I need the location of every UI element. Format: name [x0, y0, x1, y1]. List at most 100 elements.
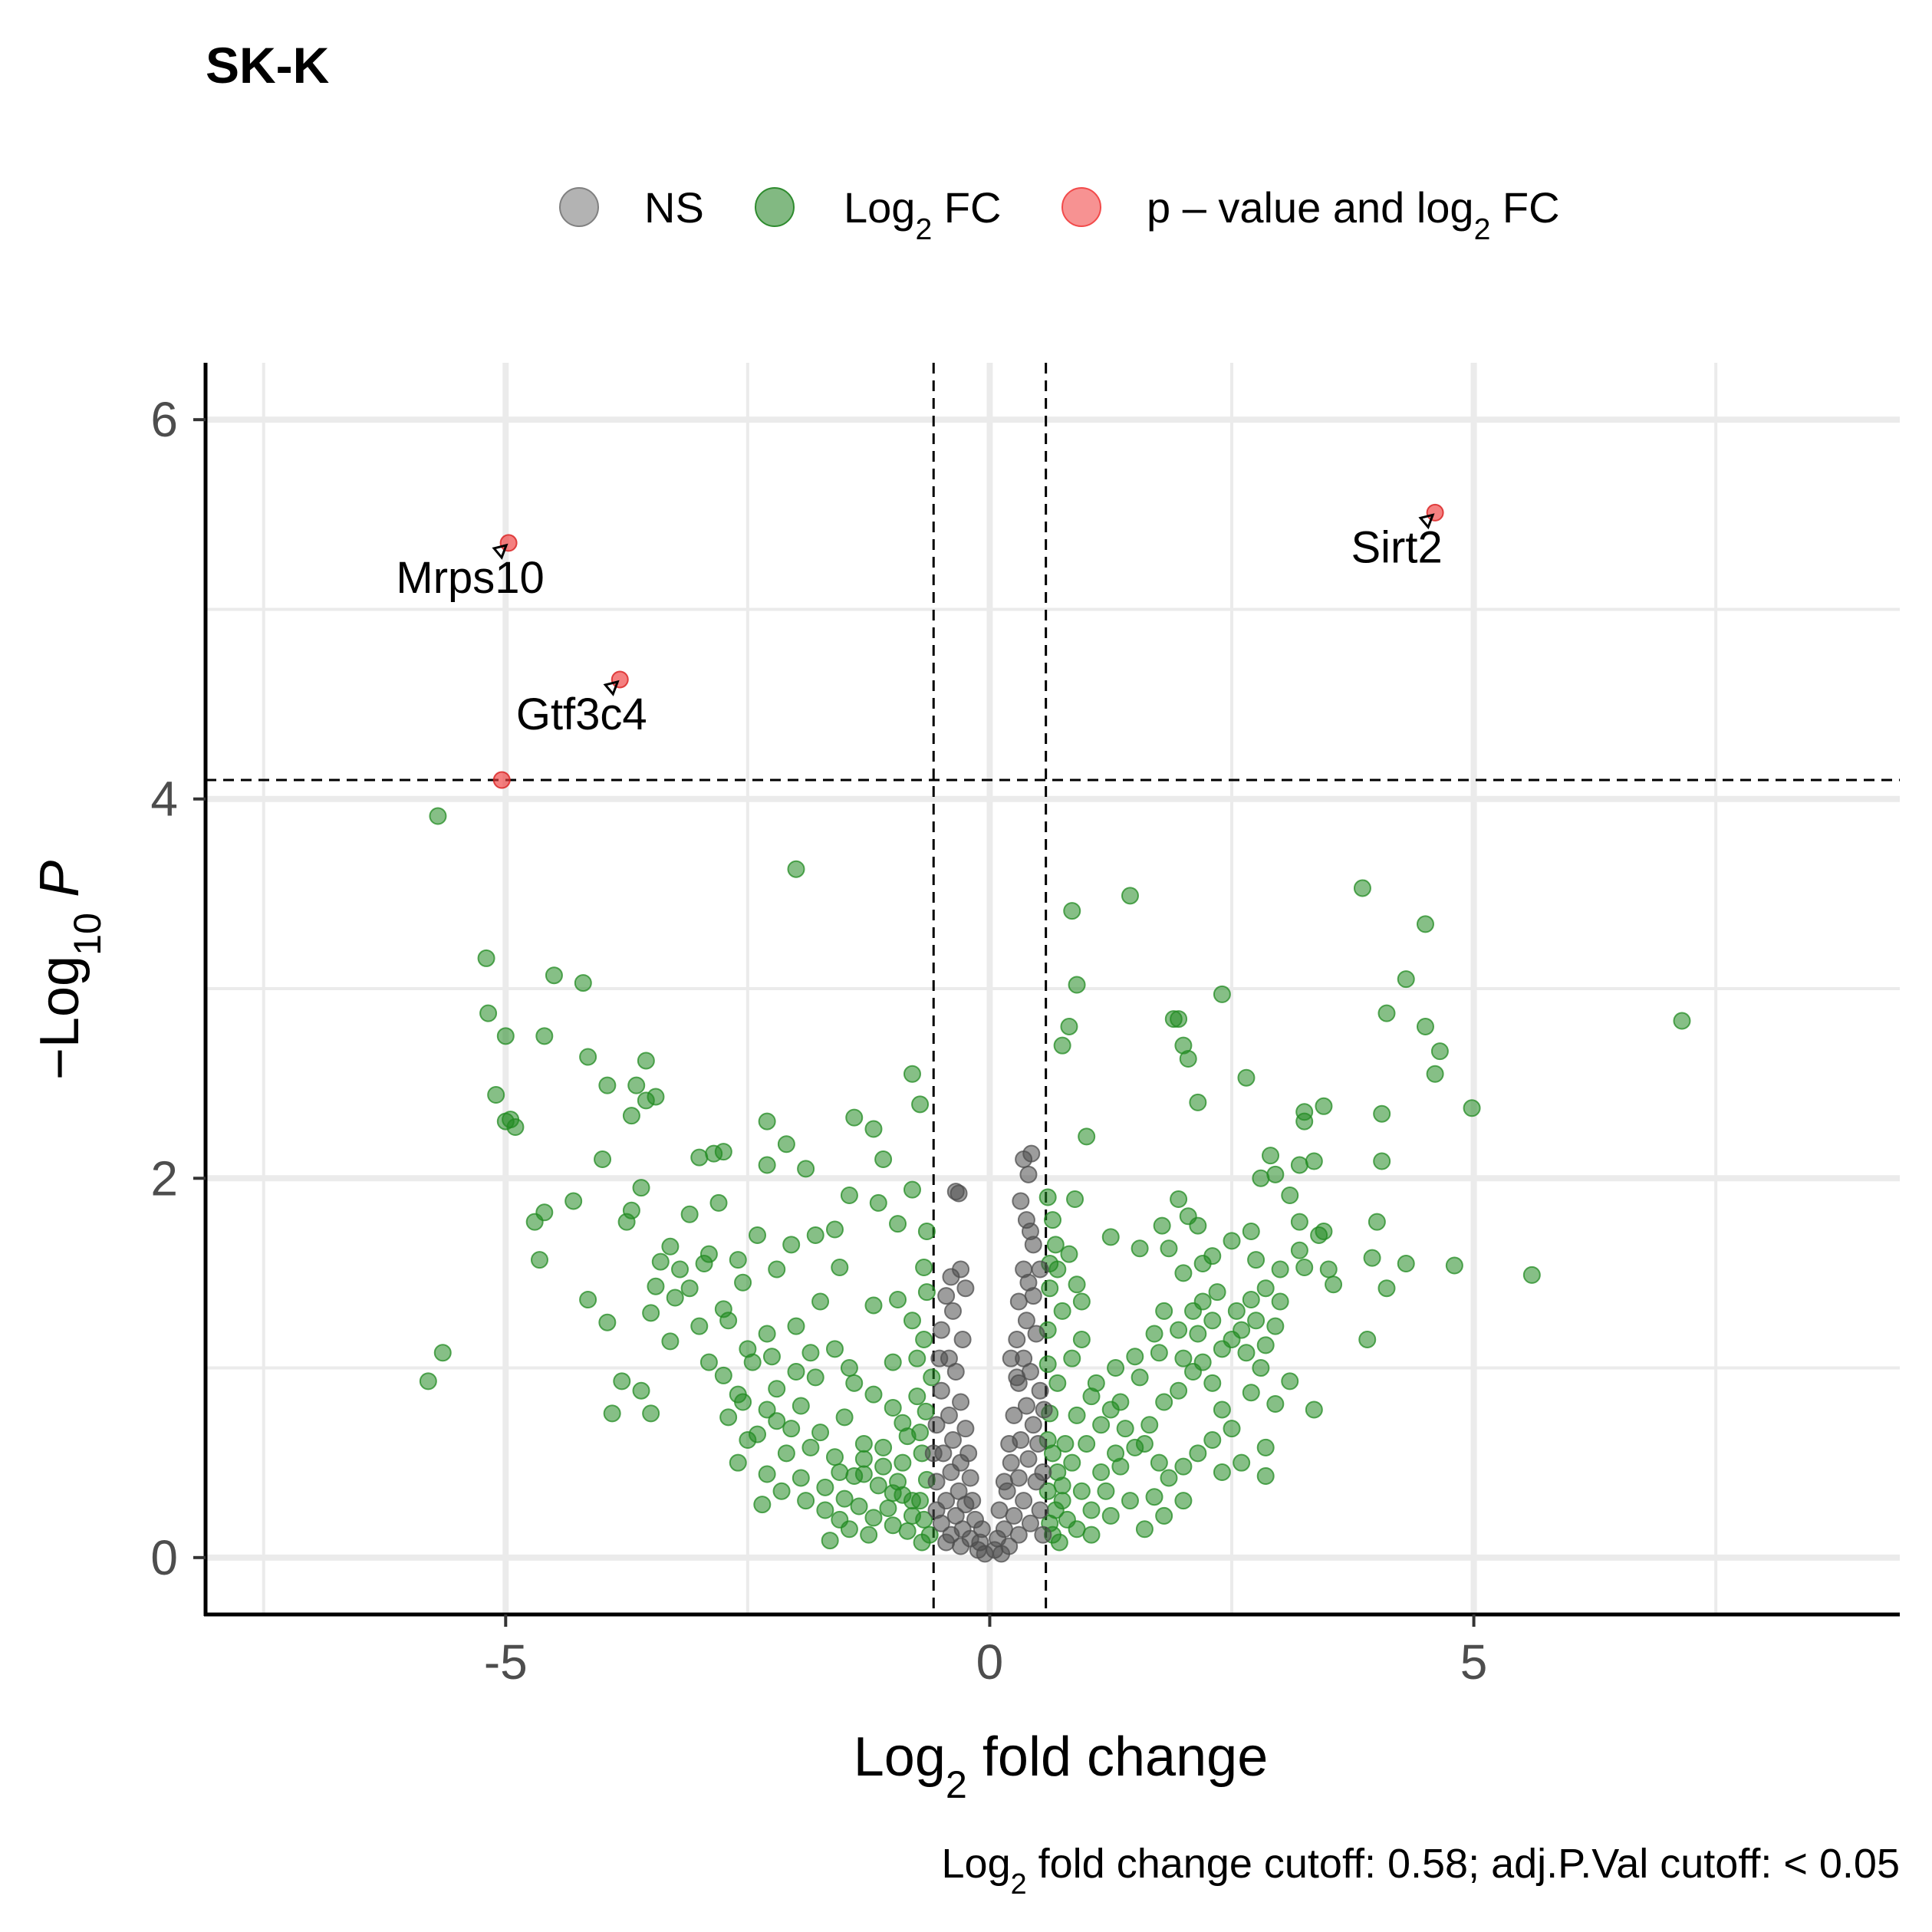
- fc-point: [1242, 1384, 1260, 1402]
- fc-points: [419, 807, 1691, 1552]
- fc-point: [1174, 1264, 1193, 1282]
- fc-point: [1213, 1340, 1231, 1358]
- fc-point: [854, 1450, 873, 1468]
- ns-point: [961, 1469, 979, 1487]
- fc-point: [1060, 1017, 1078, 1035]
- fc-point: [1203, 1247, 1222, 1266]
- fc-point: [1290, 1213, 1308, 1231]
- fc-point: [782, 1236, 801, 1254]
- fc-point: [874, 1457, 893, 1476]
- fc-point: [1063, 1349, 1081, 1368]
- fc-point: [729, 1251, 747, 1269]
- fc-point: [792, 1469, 810, 1487]
- fc-point: [1179, 1049, 1197, 1068]
- fc-point: [874, 1438, 893, 1456]
- ns-point: [952, 1393, 970, 1411]
- legend-label-ns: NS: [644, 183, 704, 232]
- fc-point: [1170, 1010, 1188, 1029]
- ns-point: [1012, 1192, 1030, 1210]
- legend-label-pfc: p – value and log2 FC: [1147, 183, 1560, 246]
- fc-point: [574, 974, 592, 992]
- fc-point: [1373, 1104, 1391, 1123]
- fc-point: [1281, 1372, 1299, 1391]
- fc-point: [908, 1387, 927, 1406]
- fc-point: [806, 1368, 824, 1387]
- fc-point: [758, 1156, 776, 1174]
- fc-point: [1430, 1042, 1449, 1061]
- gene-label: Sirt2: [1351, 522, 1442, 572]
- fc-point: [1092, 1463, 1111, 1482]
- fc-point: [579, 1048, 597, 1066]
- fc-point: [797, 1160, 815, 1178]
- fc-point: [535, 1203, 554, 1222]
- gene-label: Gtf3c4: [516, 690, 647, 739]
- fc-point: [690, 1148, 709, 1167]
- ns-point: [952, 1537, 970, 1555]
- axes: [203, 363, 1900, 1617]
- significant-point: [1426, 503, 1444, 522]
- fc-point: [632, 1381, 650, 1400]
- fc-point: [1315, 1223, 1333, 1241]
- fc-point: [894, 1453, 912, 1472]
- fc-point: [477, 949, 495, 967]
- ns-point: [943, 1431, 962, 1450]
- x-tick-label: -5: [484, 1634, 528, 1690]
- fc-point: [1072, 1330, 1091, 1348]
- fc-point: [821, 1532, 839, 1550]
- fc-point: [734, 1273, 752, 1292]
- ns-point: [927, 1501, 946, 1519]
- fc-point: [825, 1448, 844, 1466]
- ns-point: [1009, 1469, 1028, 1487]
- ns-point: [932, 1381, 950, 1400]
- fc-point: [530, 1251, 548, 1269]
- fc-point: [1053, 1036, 1071, 1055]
- fc-point: [1174, 1349, 1193, 1368]
- fc-point: [1377, 1004, 1396, 1022]
- fc-point: [1256, 1336, 1275, 1354]
- ns-point: [942, 1463, 960, 1482]
- fc-point: [1266, 1395, 1285, 1414]
- fc-point: [1373, 1152, 1391, 1170]
- significant-point: [499, 534, 518, 552]
- fc-point: [1140, 1416, 1159, 1434]
- ns-point: [1008, 1330, 1026, 1348]
- ns-point: [1009, 1526, 1028, 1544]
- fc-point: [1325, 1275, 1343, 1294]
- fc-point: [729, 1453, 747, 1472]
- fc-point: [1116, 1420, 1134, 1438]
- fc-point: [496, 1027, 515, 1045]
- fc-point: [579, 1291, 597, 1309]
- fc-point: [1208, 1283, 1226, 1302]
- fc-point: [1121, 887, 1139, 905]
- fc-point: [502, 1111, 520, 1129]
- fc-point: [879, 1499, 897, 1518]
- fc-point: [864, 1509, 883, 1527]
- ns-points: [924, 1144, 1053, 1563]
- fc-point: [1131, 1239, 1149, 1258]
- fc-point: [1237, 1344, 1256, 1362]
- fc-point: [1063, 902, 1081, 920]
- grid-lines: [206, 363, 1900, 1614]
- y-tick-label: 0: [150, 1530, 178, 1585]
- fc-point: [753, 1496, 772, 1514]
- ns-point: [1022, 1144, 1041, 1163]
- fc-point: [1053, 1302, 1071, 1320]
- ns-point: [927, 1416, 946, 1434]
- fc-point: [845, 1374, 864, 1392]
- ns-point: [924, 1444, 943, 1463]
- fc-point: [1107, 1359, 1125, 1377]
- ns-point: [963, 1492, 982, 1510]
- fc-point: [915, 1510, 933, 1529]
- fc-point: [1368, 1213, 1386, 1231]
- fc-point: [719, 1312, 738, 1330]
- fc-point: [690, 1317, 709, 1335]
- fc-point: [1170, 1381, 1188, 1400]
- fc-point: [884, 1484, 902, 1502]
- fc-point: [1353, 879, 1371, 897]
- fc-point: [913, 1533, 931, 1552]
- fc-point: [1101, 1506, 1120, 1525]
- fc-point: [613, 1372, 631, 1391]
- ns-point: [1031, 1381, 1049, 1400]
- fc-point: [768, 1412, 786, 1430]
- legend: NS Log2 FC p – value and log2 FC: [559, 183, 1560, 246]
